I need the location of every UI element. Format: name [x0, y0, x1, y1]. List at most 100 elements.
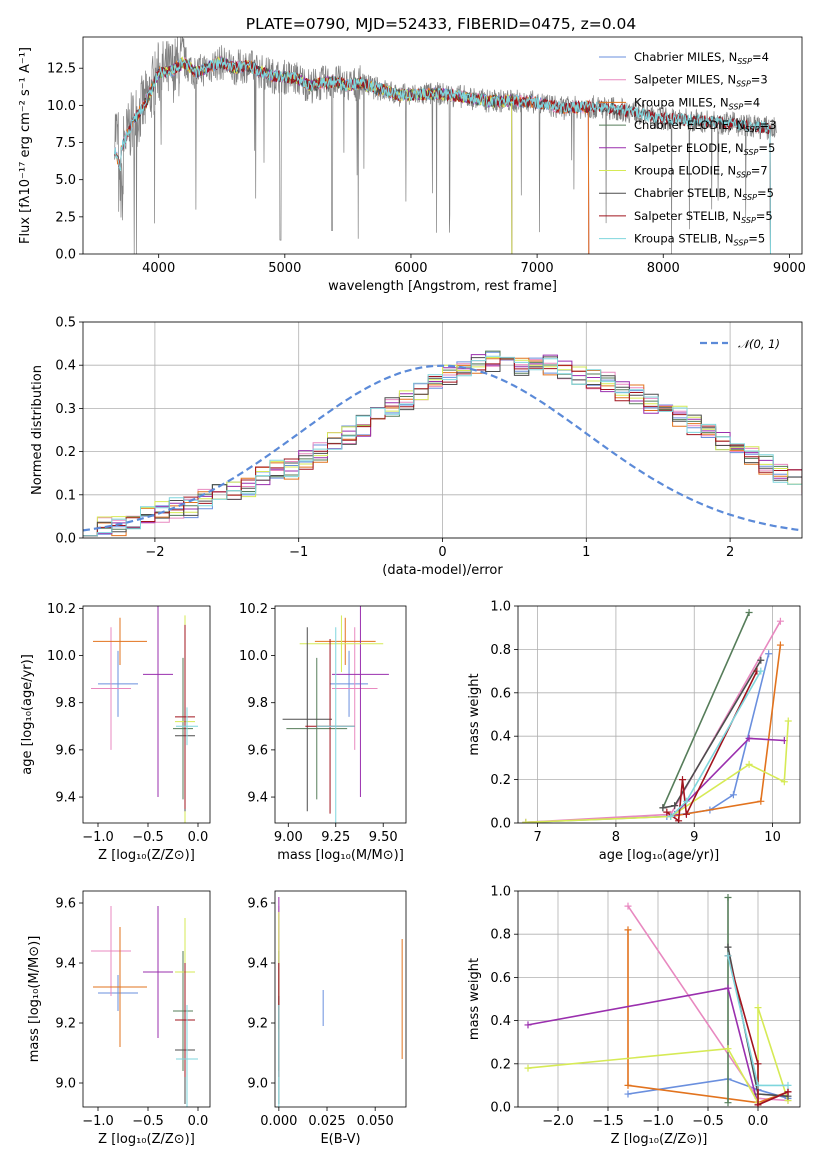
- y-tick-label: 9.8: [247, 696, 268, 711]
- y-tick-label: 9.2: [55, 1017, 76, 1032]
- legend-entry: Chabrier MILES, NSSP=4: [634, 50, 769, 66]
- model-spectrum-line: [114, 57, 771, 254]
- errorbars-mass_vs_Z: [91, 906, 198, 1107]
- y-tick-label: 0.6: [490, 971, 511, 986]
- data-point-marker: [784, 717, 792, 725]
- x-tick-label: 9000: [773, 261, 806, 276]
- y-tick-label: 0.0: [490, 1101, 511, 1116]
- x-axis-label: E(B-V): [320, 1132, 360, 1147]
- legend-label: Salpeter MILES, N: [634, 73, 736, 87]
- axes-mass_vs_ebv: [271, 902, 376, 1111]
- axes-mass_vs_Z: [79, 902, 199, 1111]
- legend-value: =5: [756, 209, 773, 223]
- spectrum-frame: [82, 36, 803, 255]
- y-tick-label: 0.8: [490, 928, 511, 943]
- y-tick-label: 10.0: [47, 99, 76, 114]
- y-tick-label: 9.8: [55, 696, 76, 711]
- y-axis-label: mass weight: [467, 673, 482, 755]
- data-point-marker: [624, 902, 632, 910]
- y-tick-label: 12.5: [47, 62, 76, 77]
- x-tick-label: −0.5: [132, 1114, 164, 1129]
- legend-value: =3: [751, 73, 768, 87]
- errorbars-age_vs_mass: [282, 606, 389, 823]
- y-tick-label: 0.4: [55, 359, 76, 374]
- data-point-marker: [724, 952, 732, 960]
- x-tick-label: −2.0: [542, 1114, 574, 1129]
- mass_vs_ebv-frame: [274, 890, 407, 1108]
- legend-value: =7: [751, 164, 768, 178]
- legend-value: =5: [748, 232, 765, 246]
- y-tick-label: 0.4: [490, 730, 511, 745]
- legend-subscript: SSP: [741, 216, 756, 225]
- x-tick-label: 9.00: [274, 830, 303, 845]
- legend-value: =4: [752, 50, 769, 64]
- y-tick-label: 0.4: [490, 1014, 511, 1029]
- data-point-marker: [757, 656, 765, 664]
- spectrum-lines: [114, 37, 777, 254]
- y-axis-label: mass weight: [467, 958, 482, 1040]
- data-point-marker: [663, 808, 671, 816]
- y-tick-label: 0.5: [55, 316, 76, 331]
- x-tick-label: −1.5: [592, 1114, 624, 1129]
- legend-entry: Chabrier ELODIE, NSSP=3: [634, 118, 776, 134]
- legend-subscript: SSP: [744, 148, 759, 157]
- y-tick-label: 9.6: [247, 897, 268, 912]
- y-tick-label: 9.0: [55, 1077, 76, 1092]
- x-tick-label: 0.050: [357, 1114, 394, 1129]
- y-axis-label: mass [log₁₀(M/M⊙)]: [27, 936, 42, 1063]
- y-tick-label: 10.0: [239, 649, 268, 664]
- x-tick-label: 2: [726, 545, 734, 560]
- y-tick-label: 0.0: [55, 532, 76, 547]
- legend-entry: Salpeter ELODIE, NSSP=5: [634, 141, 775, 157]
- y-tick-label: 0.1: [55, 488, 76, 503]
- x-tick-label: 0: [438, 545, 446, 560]
- legend-entry: Chabrier STELIB, NSSP=5: [634, 186, 774, 202]
- data-point-marker: [754, 1101, 762, 1107]
- data-point-marker: [784, 1081, 792, 1089]
- data-point-marker: [524, 1064, 532, 1072]
- y-tick-label: 0.3: [55, 402, 76, 417]
- axes-mass_weight_vs_age: [514, 605, 800, 827]
- mass-weight-series: [627, 1078, 789, 1100]
- y-tick-label: 2.5: [55, 210, 76, 225]
- x-tick-label: 0.0: [188, 830, 209, 845]
- y-tick-label: 10.0: [47, 649, 76, 664]
- legend-label: Chabrier STELIB, N: [634, 186, 742, 200]
- data-point-marker: [659, 804, 667, 812]
- axes-age_vs_Z: [79, 607, 199, 827]
- x-tick-label: 6000: [394, 261, 427, 276]
- axes-spectrum: [79, 67, 790, 258]
- legend-value: =5: [758, 141, 775, 155]
- x-tick-label: 7000: [521, 261, 554, 276]
- x-tick-label: 4000: [142, 261, 175, 276]
- x-axis-label: Z [log₁₀(Z/Z⊙)]: [98, 1132, 195, 1147]
- x-axis-label: age [log₁₀(age/yr)]: [599, 848, 720, 863]
- x-tick-label: 7: [533, 830, 541, 845]
- x-axis-label: (data-model)/error: [382, 563, 503, 578]
- residuals-frame: [82, 321, 803, 539]
- legend-subscript: SSP: [736, 171, 751, 180]
- x-tick-label: −1.0: [82, 830, 114, 845]
- data-point-marker: [524, 1021, 532, 1029]
- x-tick-label: 9.50: [369, 830, 398, 845]
- data-point-marker: [757, 797, 765, 805]
- data-point-marker: [754, 1004, 762, 1012]
- legend-entry: Kroupa ELODIE, NSSP=7: [634, 164, 768, 180]
- data-point-marker: [724, 984, 732, 992]
- data-point-marker: [724, 893, 732, 901]
- data-point-marker: [682, 810, 690, 818]
- y-tick-label: 10.2: [239, 602, 268, 617]
- errorbars-age_vs_Z: [91, 606, 198, 823]
- legend-entry: Kroupa MILES, NSSP=4: [634, 95, 760, 111]
- y-tick-label: 0.2: [55, 445, 76, 460]
- legend-label: Salpeter ELODIE, N: [634, 141, 744, 155]
- y-tick-label: 0.2: [490, 773, 511, 788]
- data-point-marker: [671, 802, 679, 810]
- y-tick-label: 0.0: [490, 817, 511, 832]
- legend-value: =4: [743, 95, 760, 109]
- y-tick-label: 1.0: [490, 885, 511, 900]
- y-axis-label: age [log₁₀(age/yr)]: [20, 654, 35, 775]
- mass-weight-series: [525, 653, 770, 823]
- legend-subscript: SSP: [736, 80, 751, 89]
